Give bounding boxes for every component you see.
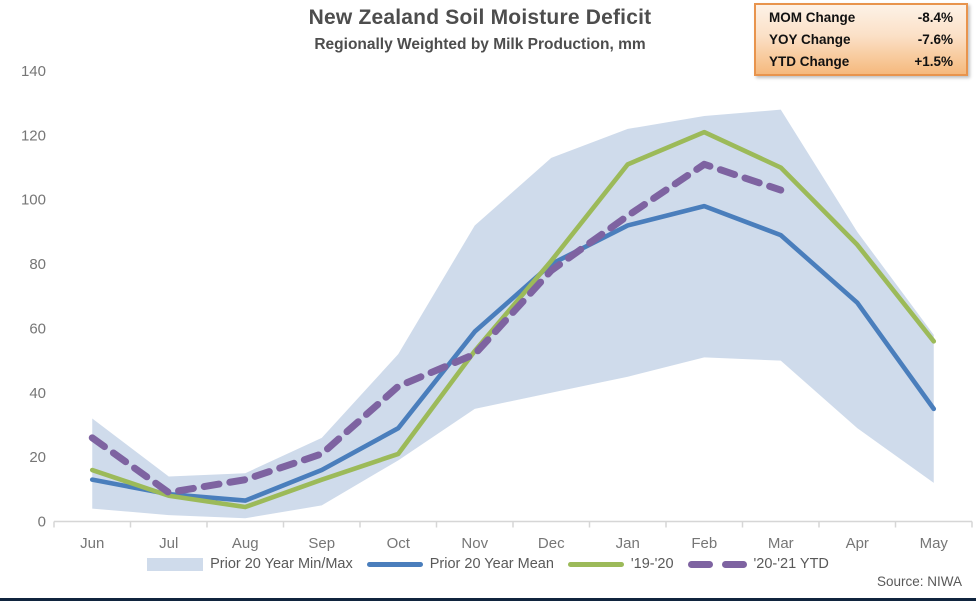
- legend-item-mean: Prior 20 Year Mean: [366, 556, 554, 572]
- y-tick-label: 140: [21, 63, 46, 80]
- y-tick-label: 20: [29, 449, 46, 466]
- legend-label-mean: Prior 20 Year Mean: [429, 556, 554, 572]
- stat-row-yoy: YOY Change -7.6%: [756, 29, 966, 51]
- x-tick-label: Mar: [768, 535, 794, 552]
- legend-item-1920: '19-'20: [567, 556, 674, 572]
- legend-item-minmax: Prior 20 Year Min/Max: [147, 556, 353, 572]
- legend-label-minmax: Prior 20 Year Min/Max: [210, 556, 353, 572]
- x-tick-label: Dec: [538, 535, 565, 552]
- x-tick-label: Apr: [846, 535, 869, 552]
- ytd-change-value: +1.5%: [914, 53, 953, 69]
- yoy-change-value: -7.6%: [917, 31, 953, 47]
- ytd-change-label: YTD Change: [769, 53, 850, 69]
- x-tick-label: Oct: [387, 535, 411, 552]
- mom-change-value: -8.4%: [917, 9, 953, 25]
- green-line-swatch-icon: [567, 561, 624, 567]
- source-credit: Source: NIWA: [876, 574, 962, 589]
- x-tick-label: Jun: [80, 535, 104, 552]
- y-tick-label: 40: [29, 385, 46, 402]
- purple-dash-swatch-icon: [687, 560, 747, 568]
- y-tick-label: 60: [29, 320, 46, 337]
- bottom-border-bar: [0, 598, 976, 601]
- minmax-band-swatch-icon: [147, 557, 204, 571]
- y-tick-label: 0: [38, 514, 46, 531]
- y-tick-label: 80: [29, 256, 46, 273]
- chart-subtitle: Regionally Weighted by Milk Production, …: [314, 36, 646, 53]
- yoy-change-label: YOY Change: [769, 31, 851, 47]
- chart-legend: Prior 20 Year Min/Max Prior 20 Year Mean…: [0, 556, 976, 572]
- stat-row-ytd: YTD Change +1.5%: [756, 51, 966, 73]
- x-tick-label: Jan: [616, 535, 640, 552]
- y-tick-label: 120: [21, 127, 46, 144]
- legend-label-ytd: '20-'21 YTD: [753, 556, 829, 572]
- mean-line-swatch-icon: [366, 561, 423, 567]
- stats-box: MOM Change -8.4% YOY Change -7.6% YTD Ch…: [754, 3, 968, 76]
- stat-row-mom: MOM Change -8.4%: [756, 7, 966, 29]
- mom-change-label: MOM Change: [769, 9, 856, 25]
- green-season-line: [89, 129, 937, 510]
- mean-line: [89, 203, 937, 503]
- x-tick-label: Feb: [691, 535, 717, 552]
- legend-item-ytd: '20-'21 YTD: [687, 556, 829, 572]
- x-tick-label: Nov: [461, 535, 488, 552]
- x-tick-label: Aug: [232, 535, 259, 552]
- ytd-dashed-line: [88, 160, 785, 497]
- x-tick-label: May: [920, 535, 949, 552]
- chart-title: New Zealand Soil Moisture Deficit: [308, 6, 652, 29]
- y-tick-label: 100: [21, 192, 46, 209]
- x-tick-label: Sep: [308, 535, 335, 552]
- x-tick-label: Jul: [159, 535, 178, 552]
- legend-label-1920: '19-'20: [630, 556, 674, 572]
